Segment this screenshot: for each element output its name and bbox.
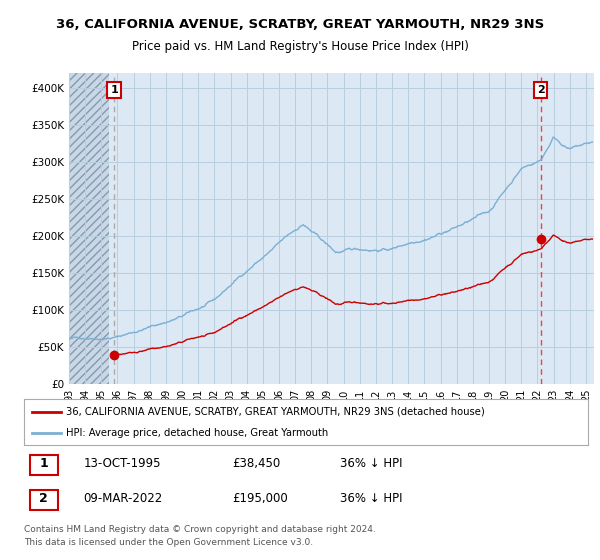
Text: 2: 2 [536,85,544,95]
Text: HPI: Average price, detached house, Great Yarmouth: HPI: Average price, detached house, Grea… [66,428,329,438]
Text: £195,000: £195,000 [233,492,289,505]
FancyBboxPatch shape [29,490,58,510]
Text: 1: 1 [40,457,48,470]
Text: This data is licensed under the Open Government Licence v3.0.: This data is licensed under the Open Gov… [24,538,313,547]
Text: 36, CALIFORNIA AVENUE, SCRATBY, GREAT YARMOUTH, NR29 3NS (detached house): 36, CALIFORNIA AVENUE, SCRATBY, GREAT YA… [66,407,485,417]
Text: 36, CALIFORNIA AVENUE, SCRATBY, GREAT YARMOUTH, NR29 3NS: 36, CALIFORNIA AVENUE, SCRATBY, GREAT YA… [56,18,544,31]
FancyBboxPatch shape [29,455,58,475]
Text: 2: 2 [40,492,48,505]
Text: 36% ↓ HPI: 36% ↓ HPI [340,492,403,505]
Text: 1: 1 [110,85,118,95]
Text: 09-MAR-2022: 09-MAR-2022 [83,492,163,505]
Text: £38,450: £38,450 [233,457,281,470]
Text: Price paid vs. HM Land Registry's House Price Index (HPI): Price paid vs. HM Land Registry's House … [131,40,469,53]
Bar [69,73,109,384]
Text: Contains HM Land Registry data © Crown copyright and database right 2024.: Contains HM Land Registry data © Crown c… [24,525,376,534]
Text: 36% ↓ HPI: 36% ↓ HPI [340,457,403,470]
Text: 13-OCT-1995: 13-OCT-1995 [83,457,161,470]
